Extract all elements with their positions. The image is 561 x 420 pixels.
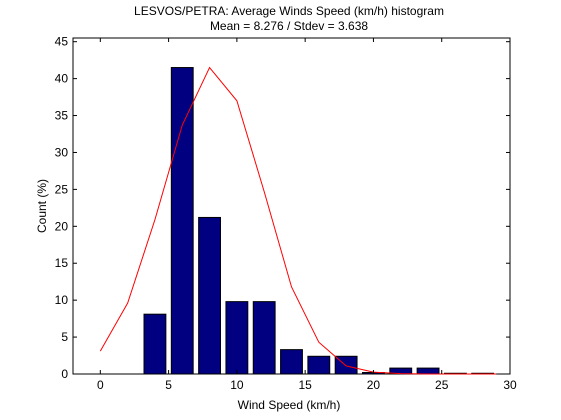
y-tick-label: 25 (55, 182, 69, 196)
y-axis-label: Count (%) (35, 179, 49, 233)
x-tick-label: 0 (97, 378, 104, 392)
histogram-bar (416, 367, 440, 375)
x-tick-label: 5 (165, 378, 172, 392)
y-tick-label: 5 (61, 330, 68, 344)
y-tick-label: 35 (55, 109, 69, 123)
x-axis-label: Wind Speed (km/h) (238, 398, 341, 412)
x-tick-label: 20 (367, 378, 381, 392)
y-tick-label: 20 (55, 219, 69, 233)
y-tick-label: 30 (55, 145, 69, 159)
histogram-bar (170, 67, 194, 375)
plot-area: 0 5 10 15 20 25 30 0 5 10 15 20 25 30 35 40 45 (55, 35, 517, 392)
histogram-bar (252, 301, 276, 375)
histogram-bar (280, 349, 303, 375)
x-tick-label: 30 (503, 378, 517, 392)
chart-title: LESVOS/PETRA: Average Winds Speed (km/h)… (134, 4, 444, 18)
chart-subtitle: Mean = 8.276 / Stdev = 3.638 (210, 19, 368, 33)
y-tick-label: 15 (55, 256, 69, 270)
y-tick-label: 10 (55, 293, 69, 307)
y-tick-label: 40 (55, 72, 69, 86)
x-tick-label: 25 (435, 378, 449, 392)
x-tick-label: 10 (230, 378, 244, 392)
histogram-bar (198, 216, 221, 375)
y-tick-label: 0 (61, 367, 68, 381)
histogram-bar (307, 355, 331, 375)
y-tick-label: 45 (55, 35, 69, 49)
histogram-bar (143, 313, 167, 375)
histogram-bar (225, 301, 249, 375)
x-tick-label: 15 (298, 378, 312, 392)
